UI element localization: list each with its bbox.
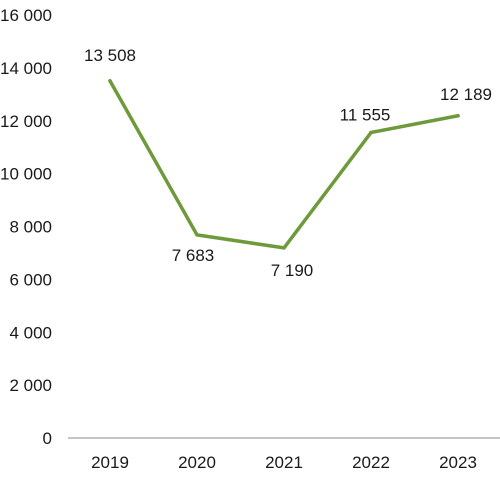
y-tick-label: 0 — [43, 429, 52, 448]
x-tick-label: 2021 — [265, 453, 303, 472]
data-point — [108, 79, 112, 83]
data-label: 7 190 — [271, 261, 314, 280]
y-axis: 0 2 000 4 000 6 000 8 000 10 000 12 000 14 000 1… — [0, 6, 52, 448]
y-tick-label: 14 000 — [0, 59, 52, 78]
data-points — [108, 79, 460, 250]
x-axis: 2019 2020 2021 2022 2023 — [91, 453, 477, 472]
x-tick-label: 2020 — [178, 453, 216, 472]
data-labels: 13 508 7 683 7 190 11 555 12 189 — [84, 46, 492, 280]
y-tick-label: 4 000 — [9, 323, 52, 342]
x-tick-label: 2023 — [439, 453, 477, 472]
series-line — [108, 79, 460, 250]
data-label: 7 683 — [172, 246, 215, 265]
y-tick-label: 10 000 — [0, 165, 52, 184]
y-tick-label: 12 000 — [0, 112, 52, 131]
data-point — [195, 233, 199, 237]
x-tick-label: 2022 — [352, 453, 390, 472]
data-point — [369, 130, 373, 135]
data-point — [282, 246, 286, 250]
y-tick-label: 16 000 — [0, 6, 52, 25]
x-tick-label: 2019 — [91, 453, 129, 472]
y-tick-label: 6 000 — [9, 270, 52, 289]
data-label: 11 555 — [340, 106, 391, 125]
y-tick-label: 8 000 — [9, 218, 52, 237]
data-label: 12 189 — [440, 85, 492, 104]
data-label: 13 508 — [84, 46, 136, 65]
y-tick-label: 2 000 — [9, 376, 52, 395]
data-point — [456, 114, 460, 118]
